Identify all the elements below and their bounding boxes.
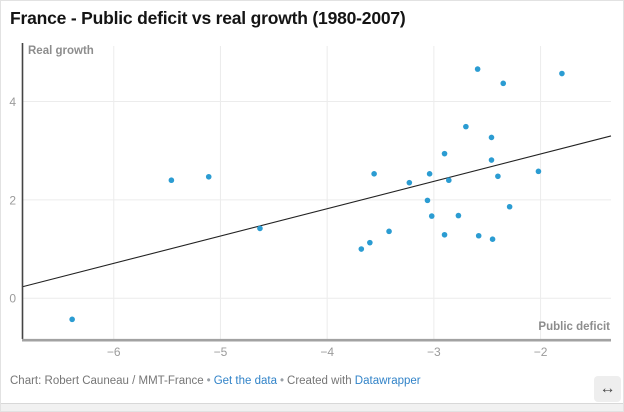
- data-point[interactable]: [358, 246, 365, 252]
- data-point[interactable]: [455, 212, 462, 219]
- y-tick-label: 4: [9, 95, 16, 109]
- data-point[interactable]: [559, 70, 565, 77]
- data-point[interactable]: [426, 171, 433, 177]
- data-point[interactable]: [441, 231, 448, 238]
- data-point[interactable]: [506, 203, 513, 210]
- chart-title: France - Public deficit vs real growth (…: [10, 8, 406, 28]
- data-point[interactable]: [205, 173, 212, 180]
- data-point[interactable]: [371, 171, 377, 177]
- trend-line: [21, 135, 612, 288]
- embed-bottom-strip: [1, 403, 623, 411]
- chart-footer: Chart: Robert Cauneau / MMT-France • Get t…: [10, 375, 421, 387]
- footer-separator: •: [206, 375, 211, 387]
- y-axis-title: Real growth: [28, 45, 94, 57]
- data-point[interactable]: [488, 157, 495, 163]
- data-point[interactable]: [367, 239, 373, 246]
- scatter-plot: −6 −5 −4 −3 −2 4 2 0: [9, 43, 612, 359]
- data-point[interactable]: [257, 225, 263, 232]
- data-point[interactable]: [69, 316, 75, 323]
- footer-credit: Chart: Robert Cauneau / MMT-France: [10, 375, 204, 387]
- y-tick-label: 2: [9, 193, 16, 207]
- footer-created-with: Created with: [287, 375, 352, 387]
- x-tick-label: −2: [534, 345, 548, 359]
- x-tick-label: −3: [427, 345, 441, 359]
- data-point[interactable]: [168, 177, 175, 184]
- x-tick-label: −6: [107, 345, 121, 359]
- data-point[interactable]: [428, 213, 435, 219]
- data-point[interactable]: [406, 179, 413, 186]
- x-tick-label: −4: [320, 345, 334, 359]
- data-point[interactable]: [500, 80, 507, 87]
- footer-separator: •: [280, 375, 285, 387]
- data-point[interactable]: [474, 66, 481, 72]
- get-the-data-link[interactable]: Get the data: [213, 375, 277, 387]
- data-point[interactable]: [463, 123, 469, 130]
- resize-handle[interactable]: ↔: [594, 376, 621, 402]
- x-axis-title: Public deficit: [538, 321, 610, 333]
- x-tick-label: −5: [214, 345, 228, 359]
- data-point[interactable]: [446, 177, 452, 184]
- data-point[interactable]: [489, 236, 496, 243]
- data-point[interactable]: [424, 197, 431, 204]
- data-point[interactable]: [495, 173, 501, 180]
- data-point[interactable]: [386, 228, 392, 235]
- data-point[interactable]: [535, 168, 542, 175]
- data-point[interactable]: [488, 134, 495, 141]
- data-point[interactable]: [441, 150, 448, 157]
- y-tick-label: 0: [9, 292, 16, 306]
- horizontal-resize-icon: ↔: [599, 380, 616, 397]
- datawrapper-link[interactable]: Datawrapper: [354, 375, 421, 387]
- data-point[interactable]: [475, 232, 482, 239]
